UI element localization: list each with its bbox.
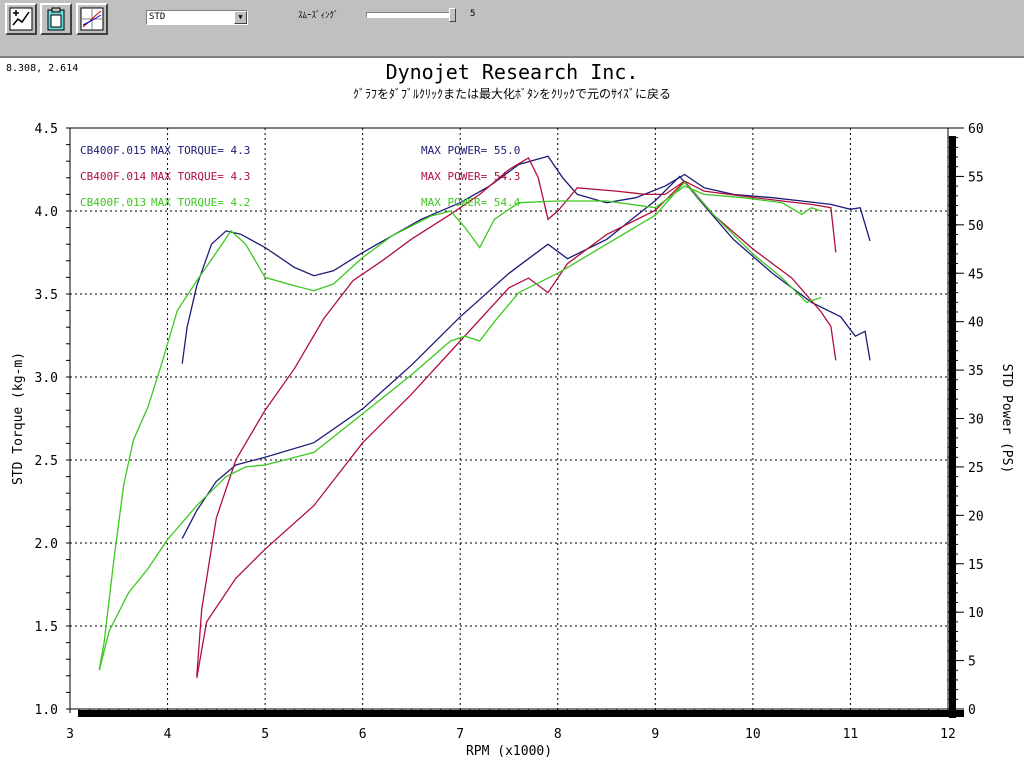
smoothing-slider[interactable] bbox=[366, 8, 456, 26]
y-right-tick-label: 25 bbox=[968, 461, 984, 476]
plot-shadow-bottom bbox=[78, 710, 964, 717]
y-left-axis-label: STD Torque (kg-m) bbox=[11, 352, 26, 485]
series-line-torque-4 bbox=[98, 185, 822, 670]
y-left-tick-label: 2.5 bbox=[35, 454, 58, 469]
legend-file-0: CB400F.015 bbox=[80, 144, 146, 157]
legend-max-power-0: MAX POWER= 55.0 bbox=[421, 144, 520, 157]
y-right-tick-label: 55 bbox=[968, 170, 984, 185]
series-line-power-5 bbox=[98, 181, 822, 671]
clipboard-button[interactable] bbox=[40, 3, 72, 35]
series-line-power-1 bbox=[181, 175, 871, 539]
file-select[interactable]: STD ▼ bbox=[146, 10, 248, 25]
y-right-tick-label: 50 bbox=[968, 219, 984, 234]
y-right-tick-label: 20 bbox=[968, 509, 984, 524]
y-left-tick-label: 3.5 bbox=[35, 288, 58, 303]
y-right-tick-label: 0 bbox=[968, 703, 976, 718]
y-left-tick-label: 1.0 bbox=[35, 703, 58, 718]
series-line-torque-2 bbox=[196, 156, 837, 676]
chart-subtitle: ｸﾞﾗﾌをﾀﾞﾌﾞﾙｸﾘｯｸまたは最大化ﾎﾞﾀﾝをｸﾘｯｸで元のｻｲｽﾞに戻る bbox=[352, 87, 671, 101]
legend-max-power-2: MAX POWER= 54.4 bbox=[421, 196, 521, 209]
chart-grid-icon bbox=[80, 7, 104, 31]
x-tick-label: 7 bbox=[456, 727, 464, 742]
file-select-value: STD bbox=[149, 12, 166, 22]
legend-max-power-1: MAX POWER= 54.3 bbox=[421, 170, 520, 183]
toolbar: STD ▼ ｽﾑｰｽﾞｨﾝｸﾞ 5 bbox=[0, 0, 1024, 58]
x-tick-label: 9 bbox=[651, 727, 659, 742]
x-tick-label: 11 bbox=[843, 727, 859, 742]
y-right-tick-label: 30 bbox=[968, 413, 984, 428]
y-right-tick-label: 60 bbox=[968, 122, 984, 137]
series-line-torque-0 bbox=[181, 155, 871, 364]
smoothing-value: 5 bbox=[470, 9, 476, 19]
y-right-tick-label: 5 bbox=[968, 655, 976, 670]
x-tick-label: 10 bbox=[745, 727, 761, 742]
plot-shadow-right bbox=[949, 136, 956, 718]
chart-window-button[interactable] bbox=[76, 3, 108, 35]
y-right-tick-label: 10 bbox=[968, 606, 984, 621]
y-right-axis-label: STD Power (PS) bbox=[999, 364, 1014, 474]
y-right-tick-label: 45 bbox=[968, 267, 984, 282]
series-line-power-3 bbox=[196, 180, 837, 679]
y-right-tick-label: 35 bbox=[968, 364, 984, 379]
x-axis-label: RPM (x1000) bbox=[466, 744, 552, 759]
wrench-graph-icon bbox=[9, 7, 33, 31]
x-tick-label: 3 bbox=[66, 727, 74, 742]
y-left-tick-label: 4.0 bbox=[35, 205, 58, 220]
y-right-tick-label: 15 bbox=[968, 558, 984, 573]
smoothing-label: ｽﾑｰｽﾞｨﾝｸﾞ bbox=[298, 11, 339, 21]
x-tick-label: 6 bbox=[359, 727, 367, 742]
x-tick-label: 8 bbox=[554, 727, 562, 742]
clipboard-icon bbox=[47, 7, 65, 31]
plot-frame bbox=[69, 127, 949, 710]
legend-file-2: CB400F.013 bbox=[80, 196, 146, 209]
x-tick-label: 4 bbox=[164, 727, 172, 742]
y-left-tick-label: 4.5 bbox=[35, 122, 58, 137]
chevron-down-icon[interactable]: ▼ bbox=[234, 11, 247, 24]
y-left-tick-label: 1.5 bbox=[35, 620, 58, 635]
legend-max-torque-0: MAX TORQUE= 4.3 bbox=[151, 144, 250, 157]
y-left-tick-label: 3.0 bbox=[35, 371, 58, 386]
cursor-coordinates: 8.308, 2.614 bbox=[6, 63, 79, 74]
y-left-tick-label: 2.0 bbox=[35, 537, 58, 552]
x-tick-label: 5 bbox=[261, 727, 269, 742]
legend-file-1: CB400F.014 bbox=[80, 170, 147, 183]
x-tick-label: 12 bbox=[940, 727, 956, 742]
legend-max-torque-1: MAX TORQUE= 4.3 bbox=[151, 170, 250, 183]
smoothing-slider-thumb[interactable] bbox=[449, 8, 456, 22]
graph-tool-button[interactable] bbox=[5, 3, 37, 35]
y-right-tick-label: 40 bbox=[968, 316, 984, 331]
legend-max-torque-2: MAX TORQUE= 4.2 bbox=[151, 196, 250, 209]
chart-title: Dynojet Research Inc. bbox=[385, 60, 639, 84]
